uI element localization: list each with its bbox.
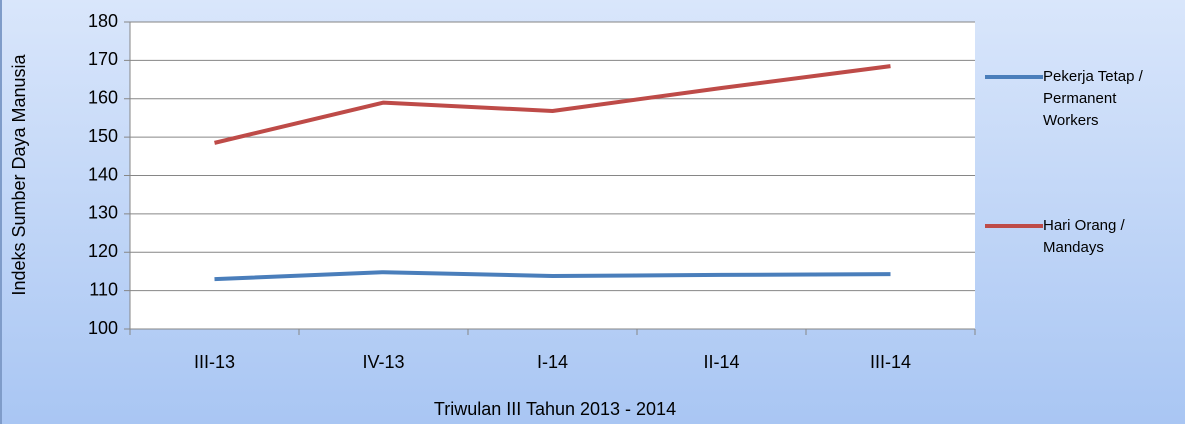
x-tick-label: III-14: [870, 352, 911, 372]
x-tick-label: III-13: [194, 352, 235, 372]
legend-item: Pekerja Tetap / Permanent Workers: [985, 66, 1180, 132]
legend-item: Hari Orang / Mandays: [985, 215, 1180, 259]
legend-label: Pekerja Tetap / Permanent Workers: [1043, 68, 1143, 129]
x-tick-label: II-14: [703, 352, 739, 372]
legend-swatch: [985, 75, 1043, 79]
y-tick-label: 130: [88, 203, 118, 223]
series-line: [214, 270, 891, 282]
x-tick-label: I-14: [537, 352, 568, 372]
y-tick-label: 180: [88, 11, 118, 31]
series-line: [214, 64, 891, 145]
y-axis-title: Indeks Sumber Daya Manusia: [9, 53, 29, 295]
y-tick-label: 160: [88, 88, 118, 108]
y-tick-label: 110: [89, 279, 118, 299]
y-tick-label: 100: [88, 318, 118, 338]
legend-label: Hari Orang / Mandays: [1043, 217, 1125, 256]
legend-swatch: [985, 224, 1043, 228]
x-tick-label: IV-13: [362, 352, 404, 372]
x-axis-title: Triwulan III Tahun 2013 - 2014: [434, 399, 676, 419]
y-tick-label: 150: [88, 126, 118, 146]
y-tick-label: 120: [88, 241, 118, 261]
y-tick-label: 140: [88, 164, 118, 184]
y-tick-label: 170: [88, 49, 118, 69]
